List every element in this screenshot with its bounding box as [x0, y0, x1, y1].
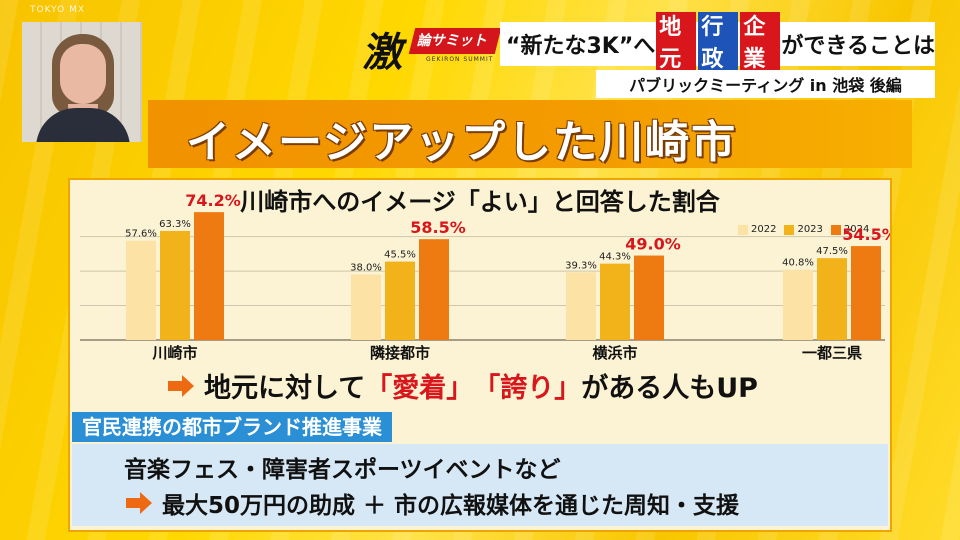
data-label: 44.3%: [599, 252, 631, 263]
legend-swatch-2024: [830, 224, 841, 235]
data-label: 58.5%: [410, 218, 466, 237]
data-label: 54.5%: [842, 225, 890, 244]
logo-glyph: 激: [360, 29, 411, 76]
program-logo: 激 論サミット GEKIRON SUMMIT: [360, 20, 502, 76]
section-label: 官民連携の都市ブランド推進事業: [72, 412, 392, 442]
category-label: 一都三県: [802, 344, 862, 362]
data-label: 40.8%: [782, 258, 814, 269]
legend-label-2024: 2024: [843, 224, 870, 235]
bar-2023-2: [600, 263, 630, 340]
info-support-text: 最大50万円の助成 ＋ 市の広報媒体を通じた周知・支援: [162, 493, 740, 519]
logo-subtext: GEKIRON SUMMIT: [426, 56, 494, 63]
topic-bar: “新たな3K”へ 地元 行政 企業 ができることは: [500, 12, 935, 76]
legend-label-2022: 2022: [751, 224, 777, 235]
topic-word-business: 企業: [740, 12, 781, 76]
arrow-right-icon: [126, 492, 152, 514]
claim-post: がある人もUP: [581, 373, 758, 404]
topic-word-local: 地元: [656, 12, 697, 76]
presenter-video: [22, 22, 142, 142]
claim-attachment: 「愛着」: [365, 373, 474, 404]
data-label: 38.0%: [350, 263, 382, 274]
legend-item-2023: 2023: [784, 224, 823, 235]
legend-swatch-2023: [784, 224, 795, 235]
topic-word-government: 行政: [698, 12, 739, 76]
data-label: 49.0%: [625, 235, 681, 254]
bar-2022-1: [351, 274, 381, 340]
title-band: イメージアップした川崎市: [148, 100, 912, 168]
bar-2024-2: [634, 255, 664, 340]
bar-2022-2: [566, 272, 596, 340]
bar-2023-0: [160, 230, 190, 340]
chart-title: 川崎市へのイメージ「よい」と回答した割合: [240, 188, 720, 216]
legend-label-2023: 2023: [797, 224, 823, 235]
logo-text: 論サミット: [415, 33, 490, 49]
data-label: 39.3%: [565, 260, 597, 271]
bar-2022-3: [783, 269, 813, 340]
arrow-right-icon: [168, 374, 194, 397]
data-label: 45.5%: [384, 250, 416, 261]
claim-line: 地元に対して 「愛着」 「誇り」 がある人もUP: [166, 366, 758, 405]
claim-pride: 「誇り」: [473, 373, 582, 404]
topic-prefix: “新たな3K”へ: [506, 34, 656, 59]
bar-2024-1: [419, 239, 449, 340]
subtitle: パブリックミーティング in 池袋 後編: [629, 76, 902, 95]
legend-item-2022: 2022: [738, 224, 776, 235]
data-label: 74.2%: [185, 191, 241, 210]
bar-2022-0: [126, 240, 156, 340]
bar-2024-3: [851, 246, 881, 340]
subtitle-bar: パブリックミーティング in 池袋 後編: [596, 70, 935, 98]
topic-suffix: ができることは: [781, 34, 935, 59]
claim-pre: 地元に対して: [204, 373, 366, 404]
category-label: 川崎市: [151, 344, 197, 362]
chart-legend: 2022 2023 2024: [738, 224, 869, 235]
category-label: 隣接都市: [370, 344, 430, 362]
info-line-support: 最大50万円の助成 ＋ 市の広報媒体を通じた周知・支援: [124, 486, 739, 520]
info-box: 音楽フェス・障害者スポーツイベントなど 最大50万円の助成 ＋ 市の広報媒体を通…: [72, 444, 888, 526]
bar-2023-3: [817, 258, 847, 340]
bar-2023-1: [385, 261, 415, 340]
data-label: 47.5%: [816, 246, 848, 257]
data-label: 63.3%: [159, 219, 191, 230]
legend-swatch-2022: [738, 224, 748, 235]
bar-2024-0: [194, 212, 224, 340]
bar-chart: 57.6%63.3% 74.2% 川崎市 38.0%45.5% 58.5% 隣接都市 39.…: [80, 191, 890, 362]
category-label: 横浜市: [592, 344, 637, 362]
channel-watermark: TOKYO MX: [30, 5, 86, 15]
data-label: 57.6%: [125, 229, 157, 240]
legend-item-2024: 2024: [830, 224, 870, 235]
main-title: イメージアップした川崎市: [186, 117, 738, 168]
info-line-events: 音楽フェス・障害者スポーツイベントなど: [124, 457, 561, 483]
content-panel: 川崎市へのイメージ「よい」と回答した割合 2022 2023 2024 57.6…: [68, 178, 892, 532]
